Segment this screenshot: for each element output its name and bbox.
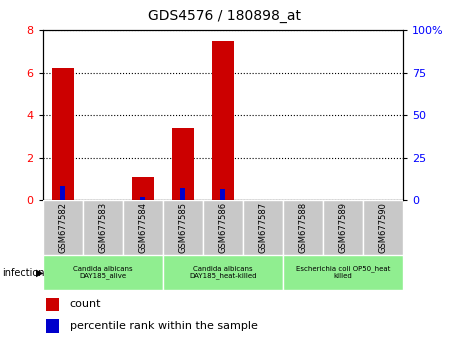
FancyBboxPatch shape (43, 200, 83, 255)
FancyBboxPatch shape (283, 255, 403, 290)
FancyBboxPatch shape (43, 255, 163, 290)
FancyBboxPatch shape (363, 200, 403, 255)
Text: GSM677590: GSM677590 (378, 202, 387, 253)
Text: Candida albicans
DAY185_heat-killed: Candida albicans DAY185_heat-killed (189, 266, 256, 279)
FancyBboxPatch shape (83, 200, 123, 255)
Bar (52, 68, 74, 200)
Text: Candida albicans
DAY185_alive: Candida albicans DAY185_alive (73, 266, 133, 279)
FancyBboxPatch shape (163, 255, 283, 290)
Text: GSM677583: GSM677583 (98, 202, 107, 253)
Text: GSM677586: GSM677586 (218, 202, 227, 253)
Text: percentile rank within the sample: percentile rank within the sample (70, 321, 257, 331)
Text: GSM677585: GSM677585 (178, 202, 187, 253)
Bar (212, 41, 234, 200)
Bar (180, 188, 185, 200)
Text: GSM677587: GSM677587 (258, 202, 267, 253)
Bar (220, 189, 225, 200)
FancyBboxPatch shape (323, 200, 363, 255)
Text: GSM677588: GSM677588 (298, 202, 307, 253)
FancyBboxPatch shape (243, 200, 283, 255)
Bar (172, 128, 194, 200)
Bar (46, 319, 59, 332)
Text: GSM677589: GSM677589 (338, 202, 347, 253)
Text: GSM677584: GSM677584 (138, 202, 147, 253)
Text: ▶: ▶ (36, 268, 43, 278)
Text: count: count (70, 299, 101, 309)
FancyBboxPatch shape (163, 200, 203, 255)
Text: GSM677582: GSM677582 (58, 202, 67, 253)
Text: GDS4576 / 180898_at: GDS4576 / 180898_at (148, 9, 302, 23)
Text: infection: infection (2, 268, 45, 278)
Text: Escherichia coli OP50_heat
killed: Escherichia coli OP50_heat killed (296, 266, 390, 279)
Bar (132, 177, 154, 200)
Bar (140, 198, 145, 200)
FancyBboxPatch shape (123, 200, 163, 255)
Bar (46, 298, 59, 312)
FancyBboxPatch shape (203, 200, 243, 255)
FancyBboxPatch shape (283, 200, 323, 255)
Bar (60, 187, 65, 200)
